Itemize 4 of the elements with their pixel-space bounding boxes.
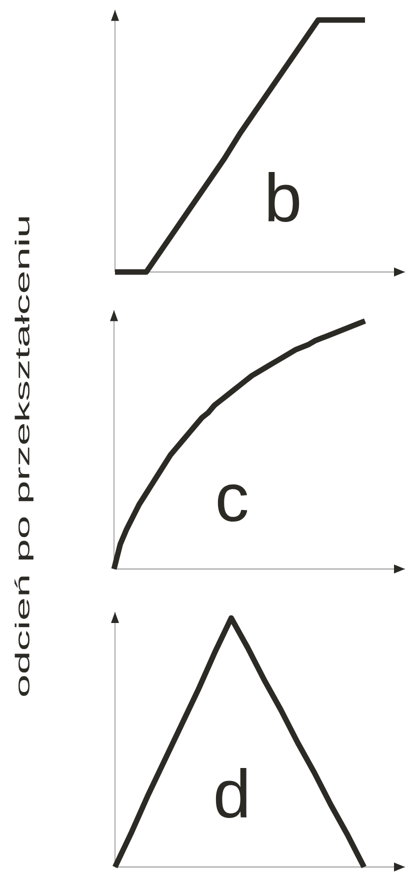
y-axis-title: odcień po przekształceniu	[14, 217, 34, 696]
annotation: b	[268, 172, 300, 222]
annotation: c	[218, 484, 248, 522]
annotation: d	[216, 768, 247, 818]
